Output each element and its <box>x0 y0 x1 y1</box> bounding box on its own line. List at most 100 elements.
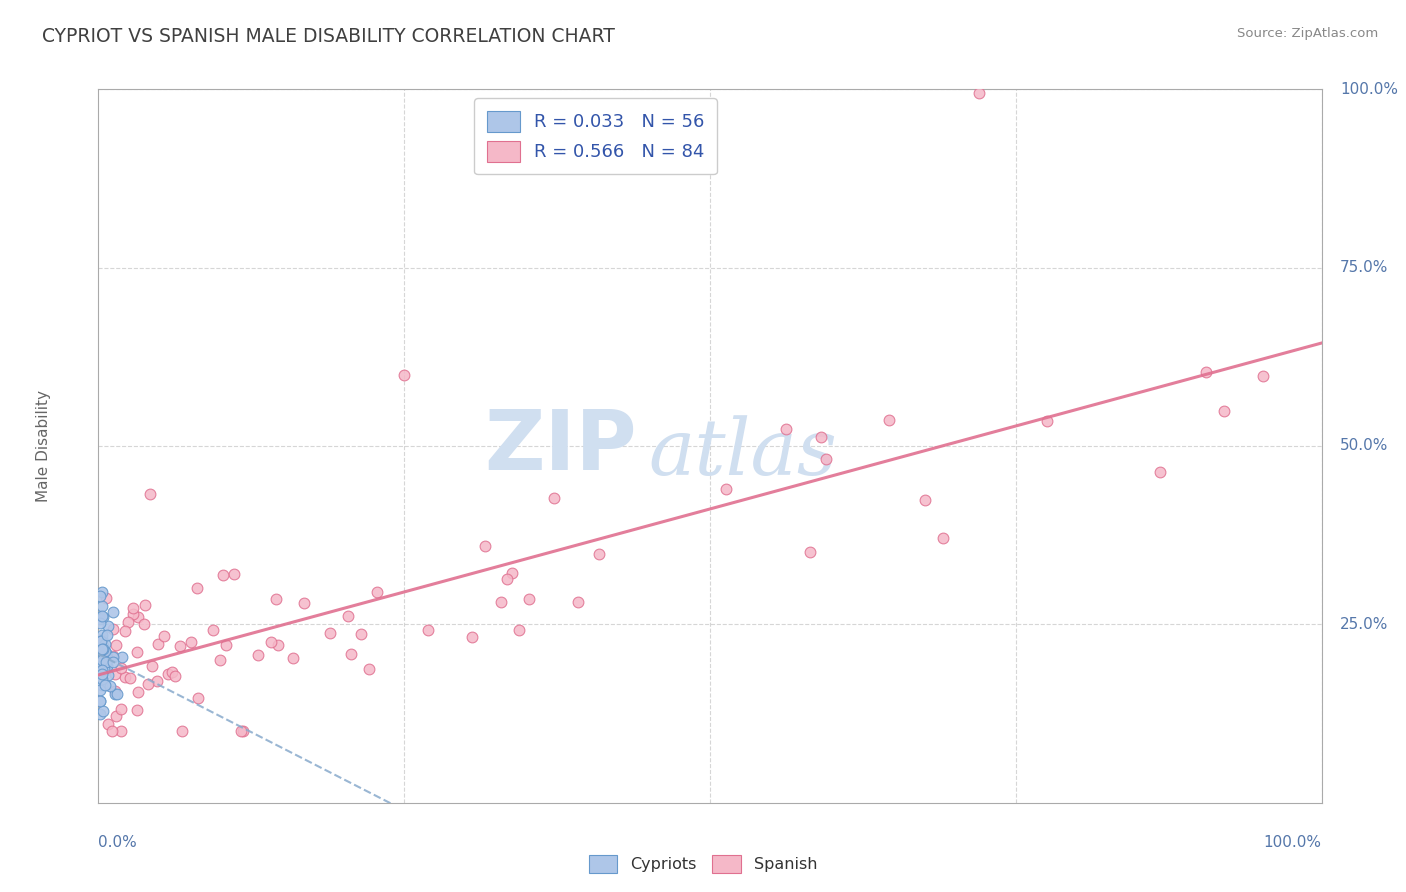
Point <box>89 694 111 708</box>
Point <box>775 422 797 436</box>
Point <box>91 609 114 624</box>
Point <box>96 659 118 673</box>
Point <box>1036 414 1059 428</box>
Point <box>89 610 111 624</box>
Point <box>169 640 191 654</box>
Point <box>146 674 169 689</box>
Point <box>714 483 737 497</box>
Text: 0.0%: 0.0% <box>98 835 138 850</box>
Point <box>117 615 139 630</box>
Point <box>146 636 169 650</box>
Point <box>508 623 530 637</box>
Point <box>114 670 136 684</box>
Point <box>90 633 112 648</box>
Point <box>90 634 112 648</box>
Point <box>517 591 540 606</box>
Point <box>94 656 117 670</box>
Point <box>127 645 149 659</box>
Point <box>89 694 111 708</box>
Point <box>932 532 955 546</box>
Point <box>89 707 111 722</box>
Point <box>104 638 127 652</box>
Point <box>90 634 112 648</box>
Text: 25.0%: 25.0% <box>1340 617 1388 632</box>
Point <box>215 639 238 653</box>
Point <box>132 617 155 632</box>
Point <box>127 685 149 699</box>
Point <box>134 598 156 612</box>
Point <box>93 662 115 676</box>
Point <box>141 658 163 673</box>
Point <box>96 658 118 673</box>
Point <box>180 635 202 649</box>
Point <box>967 86 990 100</box>
Point <box>212 568 235 582</box>
Text: Male Disability: Male Disability <box>37 390 51 502</box>
Point <box>163 669 186 683</box>
Point <box>96 649 118 664</box>
Point <box>103 683 125 698</box>
Point <box>359 662 381 676</box>
Point <box>91 646 114 660</box>
Point <box>101 622 124 636</box>
Point <box>91 610 114 624</box>
Point <box>187 691 209 706</box>
Text: 75.0%: 75.0% <box>1340 260 1388 275</box>
Point <box>90 666 112 681</box>
Point <box>93 678 115 692</box>
Point <box>96 655 118 669</box>
Point <box>366 585 388 599</box>
Point <box>127 703 149 717</box>
Point <box>89 612 111 626</box>
Point <box>105 709 128 723</box>
Text: atlas: atlas <box>648 415 838 491</box>
Point <box>110 724 132 739</box>
Point <box>222 567 245 582</box>
Point <box>94 643 117 657</box>
Point <box>91 627 114 641</box>
Point <box>91 657 114 671</box>
Point <box>91 639 114 653</box>
Point <box>267 638 290 652</box>
Point <box>101 655 124 669</box>
Point <box>260 635 283 649</box>
Point <box>350 627 373 641</box>
Point <box>489 595 512 609</box>
Point <box>474 539 496 553</box>
Point <box>91 585 114 599</box>
Point <box>98 680 121 694</box>
Point <box>89 589 111 603</box>
Point <box>90 663 112 677</box>
Point <box>94 591 117 605</box>
Point <box>264 592 287 607</box>
Legend: R = 0.033   N = 56, R = 0.566   N = 84: R = 0.033 N = 56, R = 0.566 N = 84 <box>474 98 717 174</box>
Point <box>89 662 111 676</box>
Point <box>1194 365 1216 379</box>
Point <box>104 666 127 681</box>
Point <box>96 646 118 660</box>
Point <box>101 650 124 665</box>
Point <box>160 665 183 679</box>
Point <box>91 642 114 657</box>
Point <box>567 595 589 609</box>
Text: Source: ZipAtlas.com: Source: ZipAtlas.com <box>1237 27 1378 40</box>
Point <box>810 429 832 443</box>
Point <box>110 701 132 715</box>
Point <box>91 653 114 667</box>
Point <box>292 596 315 610</box>
Point <box>588 547 610 561</box>
Point <box>1251 368 1274 383</box>
Point <box>202 624 225 638</box>
Point <box>418 624 440 638</box>
Point <box>1149 465 1171 479</box>
Point <box>914 492 936 507</box>
Point <box>209 653 232 667</box>
Point <box>232 724 254 739</box>
Point <box>460 630 482 644</box>
Point <box>105 687 128 701</box>
Point <box>96 628 118 642</box>
Point <box>156 666 179 681</box>
Point <box>93 662 115 676</box>
Point <box>89 658 111 673</box>
Point <box>89 683 111 698</box>
